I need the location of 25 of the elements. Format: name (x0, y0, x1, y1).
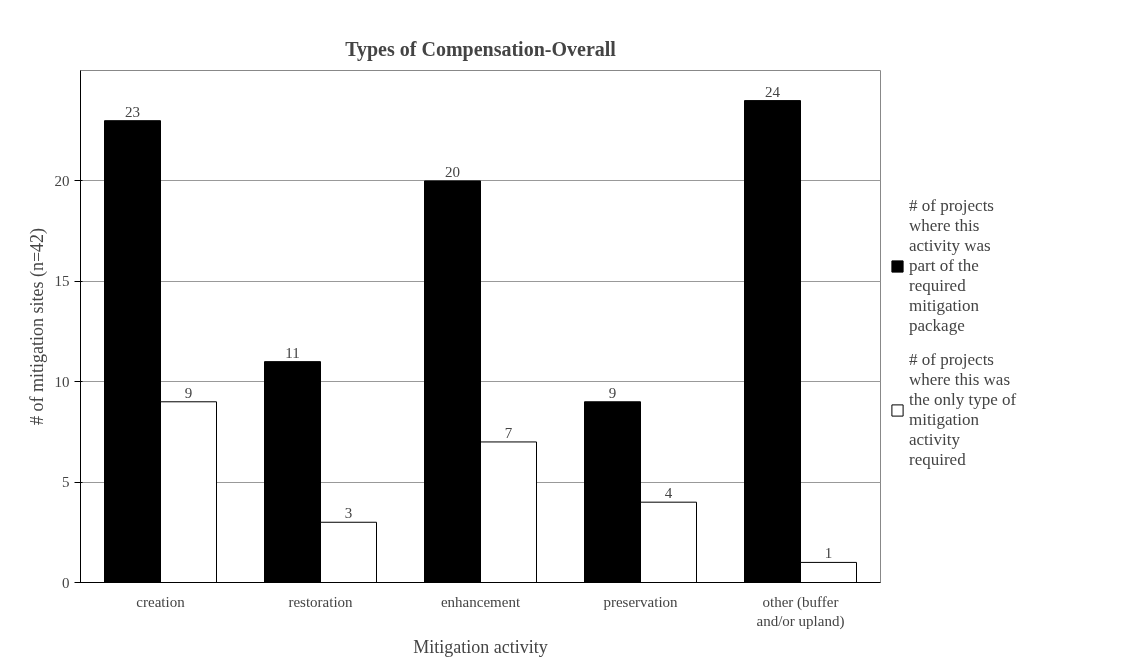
y-tick-label: 10 (54, 373, 70, 390)
x-tick-label: restoration (288, 593, 354, 610)
data-label: 4 (664, 485, 673, 502)
x-tick-label: preservation (603, 593, 679, 610)
legend-label: # of projects where this was the only type of mitigation activity required (909, 350, 1017, 470)
y-axis-title: # of mitigation sites (n=42) (26, 227, 48, 426)
data-label: 23 (125, 103, 140, 120)
data-label: 9 (608, 384, 617, 401)
data-label: 20 (445, 163, 460, 180)
data-label: 9 (184, 384, 193, 401)
y-tick-label: 20 (54, 172, 70, 189)
x-tick-label: creation (136, 593, 186, 610)
data-label: 7 (504, 424, 513, 441)
data-label: 24 (765, 83, 781, 100)
x-tick-label: other (buffer and/or upland) (756, 593, 845, 630)
y-tick-label: 15 (54, 273, 70, 290)
chart-title: Types of Compensation-Overall (345, 37, 617, 61)
y-tick-label: 0 (62, 574, 70, 591)
legend-label: # of projects where this activity was part of the required mitigation package (909, 196, 994, 336)
data-label: 1 (824, 545, 833, 562)
data-label: 11 (285, 344, 300, 361)
x-tick-label: enhancement (440, 593, 521, 610)
data-label: 3 (344, 505, 353, 522)
y-tick-label: 5 (62, 474, 70, 491)
x-axis-title: Mitigation activity (413, 636, 548, 657)
